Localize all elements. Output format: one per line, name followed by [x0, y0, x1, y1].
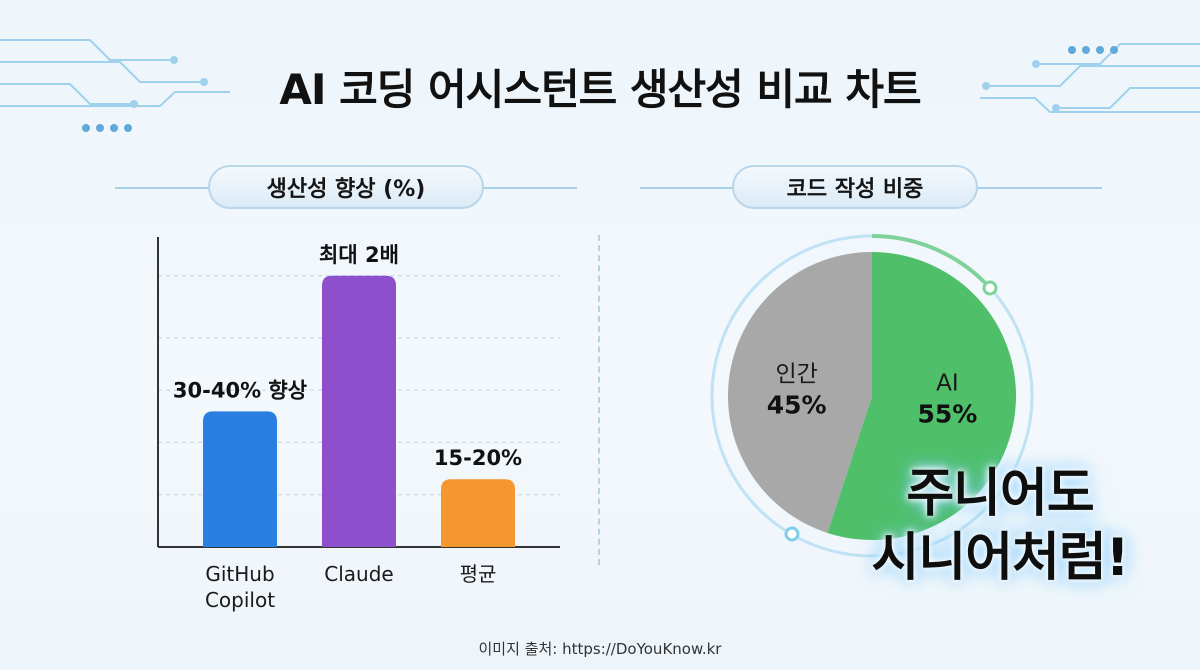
bar-value-label: 15-20%	[434, 446, 522, 470]
bar-3	[441, 479, 515, 547]
pie-ring-accent	[871, 234, 992, 290]
pie-slice-label: 인간	[775, 361, 817, 387]
bar-value-label: 최대 2배	[319, 243, 399, 267]
pie-ring-node	[982, 280, 998, 296]
pie-chart: AI 55% 인간 45%	[710, 234, 1034, 558]
slogan-line-1: 주니어도	[906, 464, 1094, 524]
x-tick-label: Claude	[324, 562, 393, 586]
bar-value-label: 30-40% 향상	[173, 378, 307, 402]
pie-slice-1	[827, 252, 1016, 540]
bar-chart-title: 생산성 향상 (%)	[208, 165, 484, 209]
x-tick-label: 평균	[460, 562, 497, 586]
x-tick-label: GitHub	[205, 562, 274, 586]
pie-chart-title: 코드 작성 비중	[732, 165, 978, 209]
pie-slice-value: 55%	[917, 400, 977, 429]
pie-ring-node	[784, 526, 800, 542]
chart-divider	[598, 235, 600, 565]
page-title: AI 코딩 어시스턴트 생산성 비교 차트	[279, 65, 921, 114]
slogan-text: 주니어도 시니어처럼!	[820, 462, 1180, 590]
pie-slice-2	[728, 252, 872, 533]
x-tick-label: Copilot	[205, 588, 275, 612]
pie-slice-value: 45%	[767, 390, 827, 419]
bar-2	[322, 275, 396, 547]
image-source: 이미지 출처: https://DoYouKnow.kr	[478, 640, 722, 658]
slogan-line-2: 시니어처럼!	[871, 528, 1130, 588]
pie-slice-label: AI	[936, 371, 959, 397]
bar-1	[203, 411, 277, 547]
